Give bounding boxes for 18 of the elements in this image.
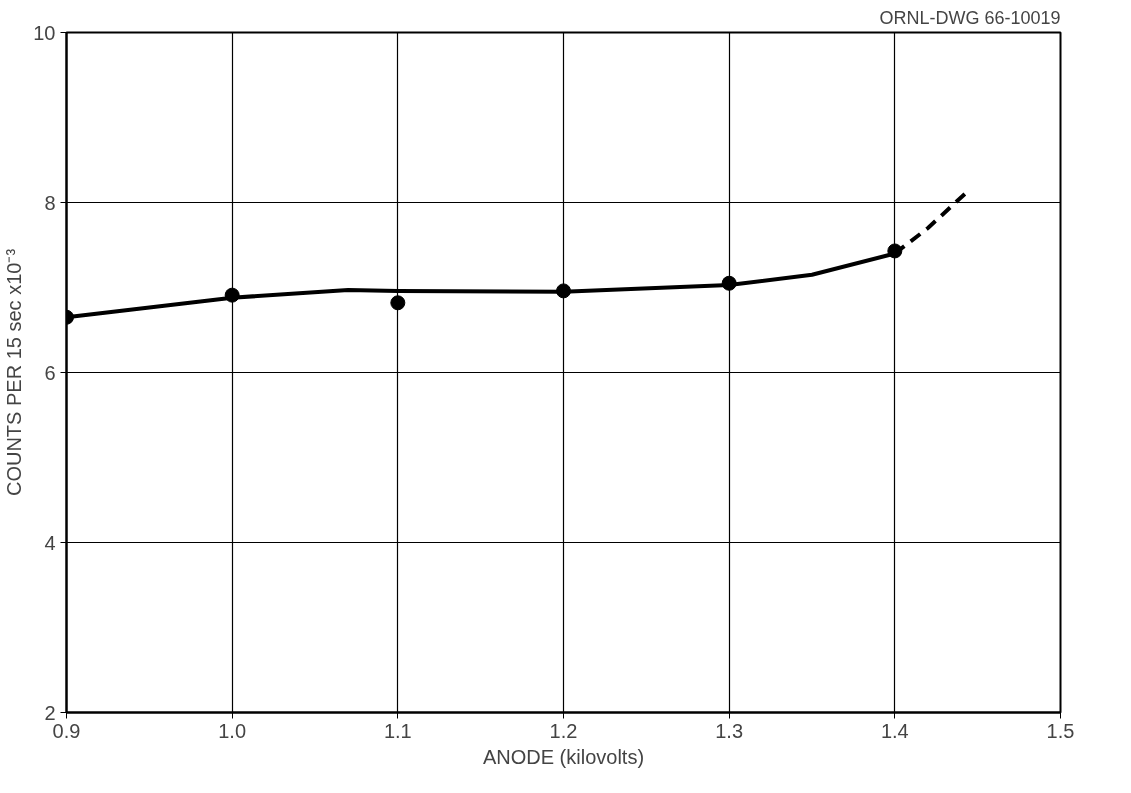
y-tick-label: 6 [44, 361, 56, 384]
x-tick-label: 1.3 [715, 719, 744, 742]
text: ORNL-DWG 66-10019 [879, 7, 1061, 28]
x-tick-label: 1.4 [880, 719, 909, 742]
x-tick-label: 1.1 [383, 719, 412, 742]
x-tick-label: 1.5 [1046, 719, 1075, 742]
y-tick-label: 4 [44, 531, 56, 554]
point [887, 243, 903, 259]
x-axis-title: ANODE (kilovolts) [482, 745, 645, 768]
y-axis-title: COUNTS PER 15 sec x10⁻³ [3, 248, 26, 497]
point [224, 287, 240, 303]
point [721, 275, 737, 291]
point [390, 295, 406, 311]
x-tick-label: 1.2 [549, 719, 578, 742]
point [556, 283, 571, 299]
y-tick-label: 8 [44, 191, 56, 214]
y-tick-label: 10 [33, 21, 56, 44]
x-tick-label: 1.0 [218, 719, 247, 742]
